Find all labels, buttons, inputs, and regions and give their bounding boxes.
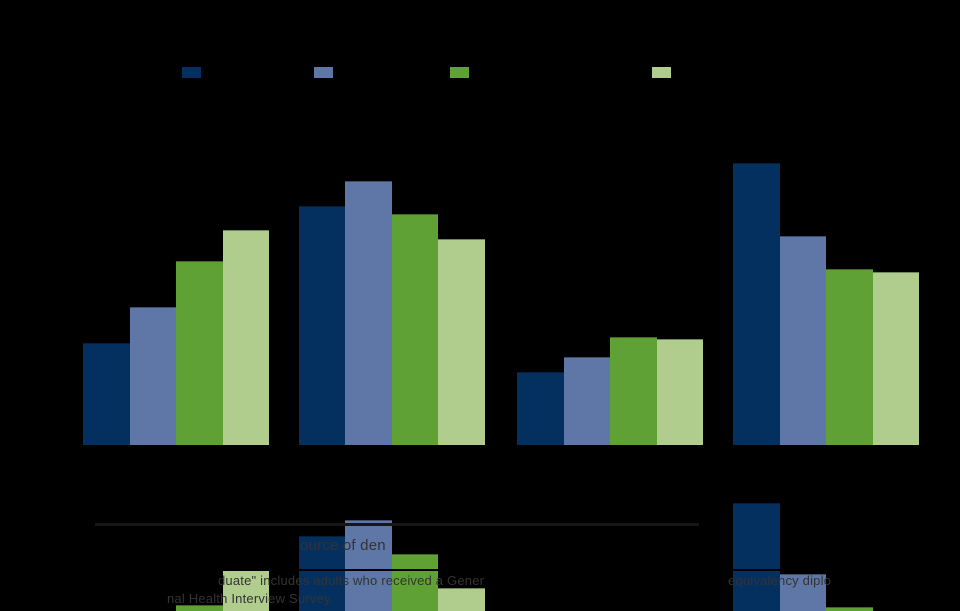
notes-separator-rule	[83, 569, 929, 571]
bar-slate_blue	[345, 181, 392, 445]
bar-slate_blue	[779, 574, 826, 611]
bar-navy	[517, 372, 564, 445]
bar-light_green	[222, 569, 269, 611]
bar-navy	[733, 163, 780, 445]
bar-light_green	[872, 272, 919, 445]
notes-text-fragment-right: equivalency diplo	[728, 573, 832, 588]
bar-slate_blue	[345, 520, 392, 611]
bar-navy	[83, 343, 130, 445]
bar-green	[826, 607, 873, 611]
legend-swatch-green	[450, 67, 469, 78]
notes-text-fragment-left: duate" includes adults who received a Ge…	[218, 573, 485, 588]
legend-swatch-slate_blue	[314, 67, 333, 78]
bar-green	[176, 605, 223, 611]
second-chart-title-fragment: ource of den	[300, 537, 386, 554]
source-text-fragment: nal Health Interview Survey.	[167, 591, 334, 606]
legend-swatch-navy	[182, 67, 201, 78]
bar-slate_blue	[779, 236, 826, 445]
bar-green	[176, 261, 223, 445]
bar-light_green	[656, 339, 703, 445]
bar-green	[826, 269, 873, 445]
legend-swatch-light_green	[652, 67, 671, 78]
bar-light_green	[438, 588, 485, 611]
divider-line	[95, 523, 699, 526]
bar-navy	[733, 503, 780, 611]
bar-green	[610, 337, 657, 445]
bar-light_green	[222, 230, 269, 445]
bar-slate_blue	[563, 357, 610, 445]
bar-light_green	[438, 239, 485, 445]
bar-green	[391, 554, 438, 611]
bar-green	[391, 214, 438, 445]
bar-navy	[298, 206, 345, 445]
bar-slate_blue	[129, 307, 176, 445]
bar-navy	[298, 536, 345, 611]
